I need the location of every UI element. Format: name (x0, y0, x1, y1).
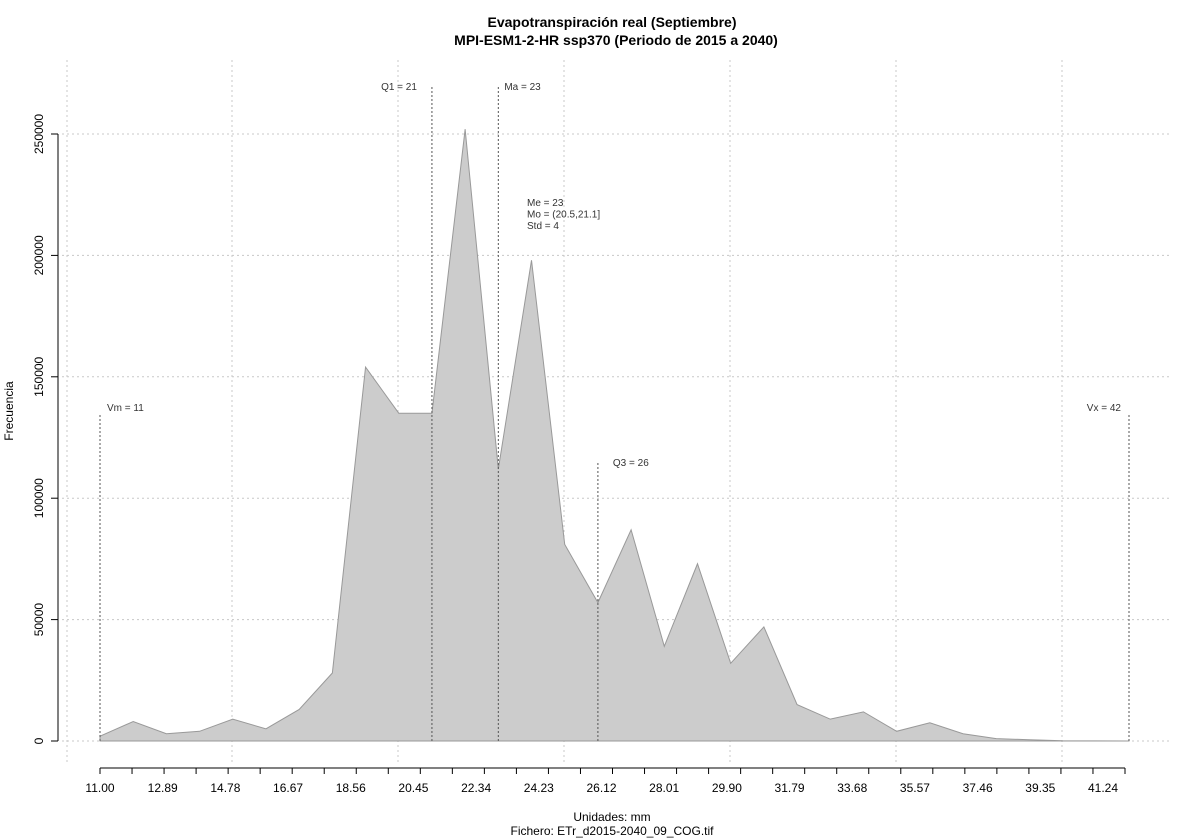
vx-label: Vx = 42 (1087, 403, 1122, 414)
x-tick-label: 35.57 (900, 781, 930, 795)
y-tick-label: 250000 (32, 114, 46, 154)
x-tick-label: 12.89 (148, 781, 178, 795)
x-tick-label: 29.90 (712, 781, 742, 795)
summary-line: Me = 23 (527, 198, 564, 209)
summary-line: Std = 4 (527, 221, 559, 232)
y-tick-label: 100000 (32, 478, 46, 518)
y-axis-title: Frecuencia (2, 381, 16, 441)
file-label: Fichero: ETr_d2015-2040_09_COG.tif (511, 824, 715, 838)
x-tick-label: 14.78 (210, 781, 240, 795)
annotations: Vm = 11 Vx = 42 Q1 = 21 Ma = 23 Q3 = 26 Me = … (107, 82, 1121, 469)
x-tick-label: 33.68 (837, 781, 867, 795)
y-tick-label: 0 (32, 737, 46, 744)
stat-lines (99, 85, 1130, 741)
chart-subtitle: MPI-ESM1-2-HR ssp370 (Periodo de 2015 a … (454, 32, 778, 48)
y-tick-label: 200000 (32, 235, 46, 275)
x-tick-label: 37.46 (963, 781, 993, 795)
y-tick-label: 150000 (32, 356, 46, 396)
q3-label: Q3 = 26 (613, 458, 649, 469)
q1-label: Q1 = 21 (381, 82, 417, 93)
x-tick-label: 41.24 (1088, 781, 1118, 795)
x-tick-label: 39.35 (1025, 781, 1055, 795)
x-axis-title: Unidades: mm (573, 810, 650, 824)
x-tick-label: 16.67 (273, 781, 303, 795)
x-tick-label: 11.00 (85, 781, 114, 795)
x-tick-label: 22.34 (461, 781, 491, 795)
y-tick-label: 50000 (32, 603, 46, 637)
frequency-area (99, 129, 1130, 742)
axes: 0 50000 100000 150000 200000 250000 11.00 12.89… (32, 114, 1126, 795)
ma-label: Ma = 23 (504, 82, 541, 93)
vm-label: Vm = 11 (107, 403, 144, 414)
x-tick-label: 31.79 (775, 781, 805, 795)
frequency-area-path (99, 129, 1130, 742)
x-tick-label: 18.56 (336, 781, 366, 795)
x-tick-label: 20.45 (398, 781, 428, 795)
x-tick-label: 26.12 (586, 781, 616, 795)
x-tick-label: 24.23 (524, 781, 554, 795)
chart-title: Evapotranspiración real (Septiembre) (488, 14, 737, 30)
x-tick-label: 28.01 (649, 781, 679, 795)
summary-line: Mo = (20.5,21.1] (527, 210, 600, 221)
